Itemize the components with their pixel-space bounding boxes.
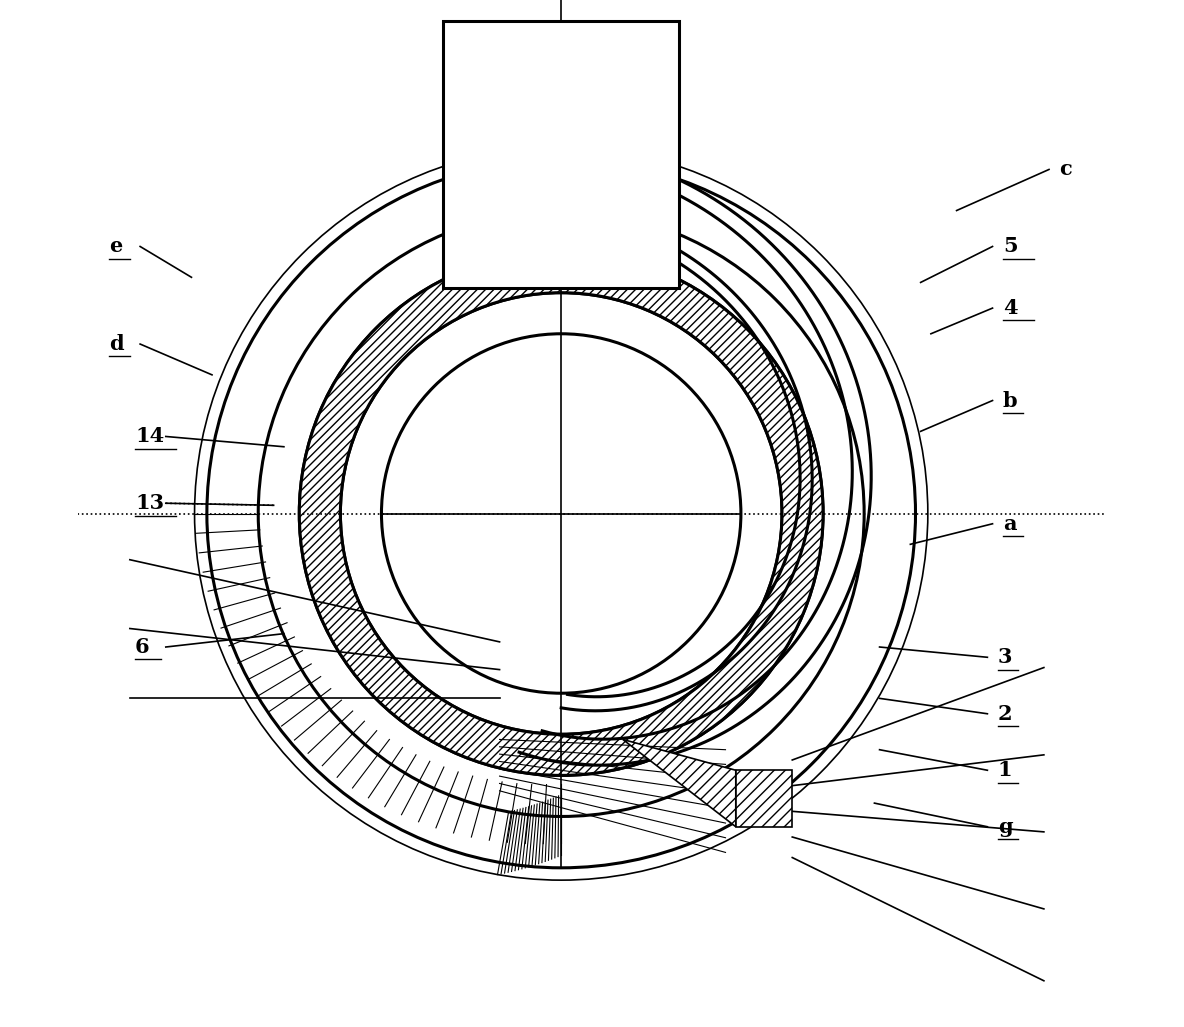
- Polygon shape: [623, 739, 735, 827]
- Text: 5: 5: [1003, 236, 1017, 257]
- Text: 14: 14: [135, 426, 165, 447]
- Text: 1: 1: [998, 760, 1012, 781]
- Bar: [443, 21, 680, 288]
- Text: 6: 6: [135, 637, 149, 657]
- Text: a: a: [1003, 514, 1016, 534]
- Text: 4: 4: [1003, 298, 1017, 318]
- Text: e: e: [109, 236, 123, 257]
- Text: b: b: [1003, 390, 1017, 411]
- Text: 13: 13: [135, 493, 165, 514]
- Text: 3: 3: [998, 647, 1012, 668]
- Text: c: c: [1060, 159, 1072, 180]
- Text: g: g: [998, 816, 1012, 837]
- Text: d: d: [109, 334, 124, 354]
- Text: 2: 2: [998, 703, 1012, 724]
- Bar: [735, 770, 792, 827]
